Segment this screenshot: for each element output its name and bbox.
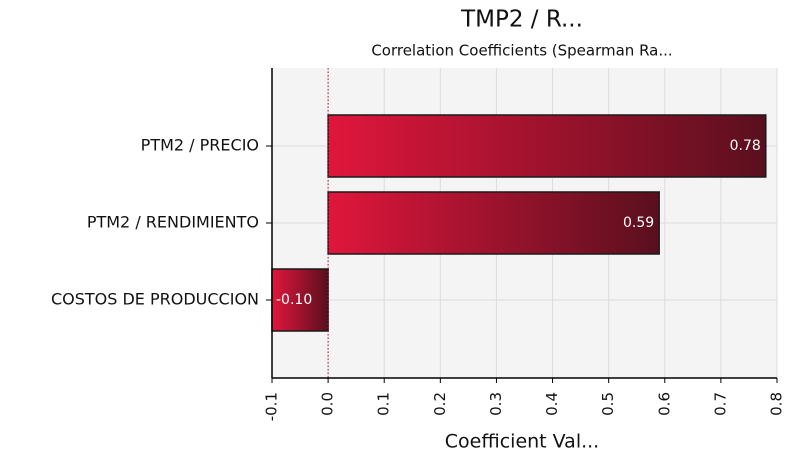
y-tick-label: PTM2 / PRECIO — [141, 136, 259, 155]
x-tick-label: 0.8 — [768, 392, 786, 416]
x-tick-label: -0.1 — [263, 392, 281, 421]
bar — [327, 191, 660, 255]
chart-subtitle: Correlation Coefficients (Spearman Ra... — [371, 42, 672, 60]
x-axis-label: Coefficient Val... — [445, 431, 599, 453]
x-tick-label: 0.6 — [655, 392, 673, 416]
x-tick-label: 0.0 — [319, 392, 337, 416]
value-label: -0.10 — [276, 292, 312, 308]
x-tick-label: 0.7 — [711, 392, 729, 416]
bar — [327, 114, 767, 178]
y-tick-label: COSTOS DE PRODUCCION — [51, 290, 259, 309]
x-tick-label: 0.2 — [431, 392, 449, 416]
x-tick-label: 0.1 — [375, 392, 393, 416]
x-tick-label: 0.5 — [599, 392, 617, 416]
chart-title: TMP2 / R... — [460, 7, 583, 33]
x-tick-label: 0.4 — [543, 392, 561, 416]
x-tick-label: 0.3 — [487, 392, 505, 416]
value-label: 0.59 — [623, 215, 654, 231]
value-label: 0.78 — [730, 138, 761, 154]
y-tick-label: PTM2 / RENDIMIENTO — [87, 213, 259, 232]
bars: 0.78 0.59 -0.10 — [271, 114, 767, 332]
bar — [271, 268, 329, 332]
